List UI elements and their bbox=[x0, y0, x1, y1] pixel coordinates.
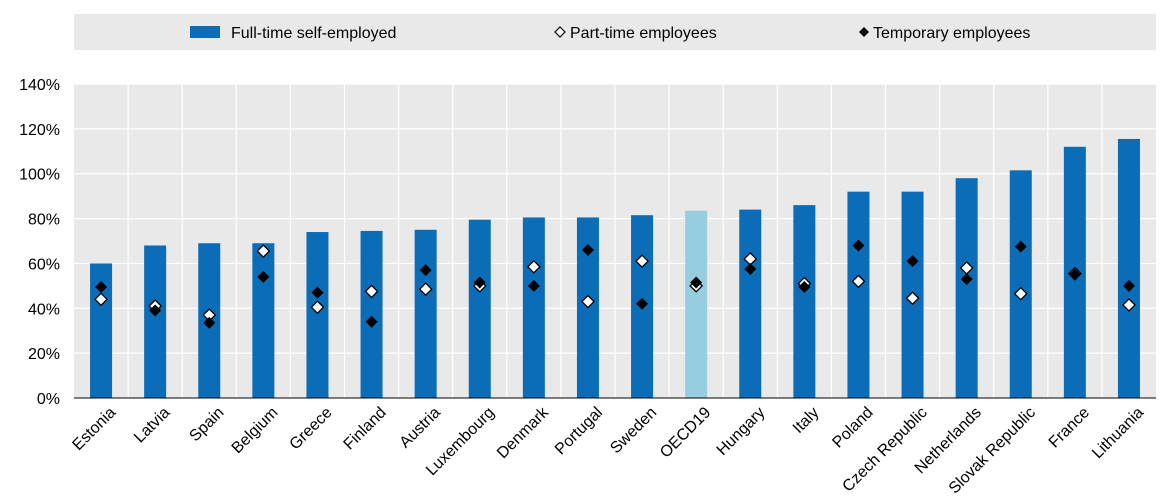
legend-swatch-bar bbox=[190, 26, 220, 38]
legend-label-full-time: Full-time self-employed bbox=[231, 25, 396, 42]
x-tick-label: Greece bbox=[287, 404, 336, 453]
part-time-marker-finland bbox=[364, 284, 379, 299]
x-tick-label: Austria bbox=[397, 404, 444, 451]
part-time-marker-slovak-republic bbox=[1013, 286, 1028, 301]
temporary-marker-oecd19 bbox=[690, 276, 703, 289]
y-tick-label: 60% bbox=[28, 256, 60, 273]
temporary-marker-spain bbox=[203, 316, 216, 329]
temporary-marker-estonia bbox=[95, 280, 108, 293]
temporary-marker-italy bbox=[798, 280, 811, 293]
temporary-marker-portugal bbox=[581, 243, 594, 256]
part-time-marker-portugal bbox=[581, 294, 595, 309]
bar-finland bbox=[360, 230, 383, 398]
x-tick-label: Portugal bbox=[552, 404, 606, 458]
grid bbox=[74, 83, 1156, 399]
temporary-marker-czech-republic bbox=[906, 255, 919, 268]
temporary-marker-greece bbox=[311, 286, 324, 299]
bar-belgium bbox=[252, 243, 275, 398]
x-tick-label: Denmark bbox=[494, 403, 553, 462]
x-tick-label: Poland bbox=[829, 404, 876, 451]
y-tick-label: 100% bbox=[19, 167, 60, 184]
part-time-marker-austria bbox=[418, 282, 433, 297]
x-tick-label: Hungary bbox=[714, 404, 769, 459]
legend-marker-hollow-diamond bbox=[554, 26, 566, 38]
temporary-marker-finland bbox=[365, 315, 378, 328]
bar-poland bbox=[847, 191, 870, 398]
y-tick-label: 140% bbox=[19, 77, 60, 94]
part-time-marker-czech-republic bbox=[905, 291, 920, 306]
part-time-marker-denmark bbox=[526, 259, 541, 274]
part-time-marker-poland bbox=[851, 274, 866, 289]
bar-austria bbox=[414, 229, 437, 398]
temporary-marker-poland bbox=[852, 239, 865, 252]
bar-italy bbox=[793, 205, 816, 398]
temporary-marker-latvia bbox=[149, 304, 162, 317]
x-ticks: Estonia Latvia Spain Belgium Greece Finland Au… bbox=[69, 403, 1147, 497]
legend-marker-filled-diamond bbox=[859, 27, 869, 37]
x-tick-label: Sweden bbox=[607, 404, 660, 457]
legend-label-part-time: Part-time employees bbox=[570, 25, 717, 42]
x-tick-label: Estonia bbox=[69, 404, 119, 454]
temporary-marker-sweden bbox=[636, 297, 649, 310]
part-time-marker-sweden bbox=[635, 254, 649, 269]
y-tick-label: 120% bbox=[19, 122, 60, 139]
x-tick-label: OECD19 bbox=[657, 404, 714, 461]
x-tick-label: Finland bbox=[341, 404, 390, 453]
bar-lithuania bbox=[1117, 138, 1140, 398]
temporary-marker-denmark bbox=[527, 279, 540, 292]
legend-box bbox=[74, 14, 1156, 50]
bar-denmark bbox=[522, 217, 545, 398]
x-tick-label: Lithuania bbox=[1089, 404, 1147, 462]
part-time-marker-belgium bbox=[256, 244, 271, 259]
x-tick-label: Belgium bbox=[229, 404, 282, 457]
temporary-marker-austria bbox=[419, 264, 432, 277]
temporary-marker-lithuania bbox=[1122, 279, 1135, 292]
y-ticks: 0% 20% 40% 60% 80% 100% 120% 140% bbox=[19, 77, 60, 408]
markers bbox=[94, 239, 1136, 329]
part-time-marker-greece bbox=[310, 300, 325, 315]
x-tick-label: Spain bbox=[186, 404, 227, 445]
bar-netherlands bbox=[955, 178, 978, 398]
legend-label-temporary: Temporary employees bbox=[873, 25, 1030, 42]
part-time-marker-lithuania bbox=[1122, 298, 1136, 312]
temporary-marker-france bbox=[1068, 268, 1081, 281]
legend: Full-time self-employed Part-time employ… bbox=[74, 14, 1156, 50]
bar-oecd19 bbox=[685, 210, 708, 398]
temporary-marker-belgium bbox=[257, 270, 270, 283]
x-tick-label: Latvia bbox=[131, 404, 173, 446]
y-tick-label: 40% bbox=[28, 301, 60, 318]
temporary-marker-hungary bbox=[744, 263, 757, 276]
bar-estonia bbox=[90, 263, 113, 398]
x-tick-label: Italy bbox=[790, 404, 823, 437]
part-time-marker-estonia bbox=[94, 292, 108, 307]
bar-slovak-republic bbox=[1009, 170, 1032, 398]
y-tick-label: 20% bbox=[28, 346, 60, 363]
bar-greece bbox=[306, 232, 329, 398]
temporary-marker-netherlands bbox=[960, 273, 973, 286]
bar-latvia bbox=[144, 245, 167, 398]
y-tick-label: 0% bbox=[37, 391, 60, 408]
temporary-marker-luxembourg bbox=[473, 276, 486, 289]
temporary-marker-slovak-republic bbox=[1014, 240, 1027, 253]
x-tick-label: France bbox=[1046, 404, 1093, 451]
bar-hungary bbox=[739, 209, 762, 398]
bar-luxembourg bbox=[468, 219, 491, 398]
y-tick-label: 80% bbox=[28, 212, 60, 229]
